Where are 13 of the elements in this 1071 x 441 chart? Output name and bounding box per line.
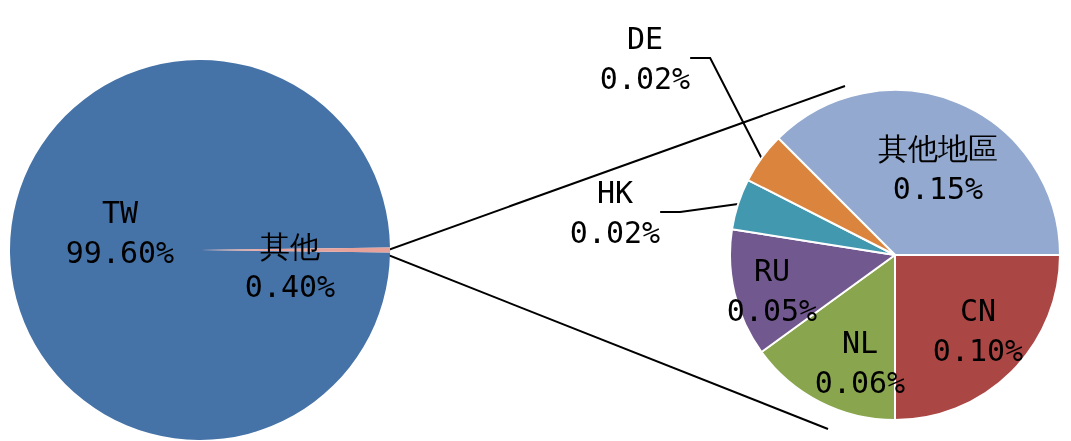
- slice-label: RU: [753, 252, 791, 288]
- data-label: 0.02%: [599, 60, 691, 96]
- data-label: 99.60%: [65, 234, 175, 270]
- slice-label: TW: [101, 194, 139, 230]
- data-label: 0.15%: [892, 170, 984, 206]
- slice-label: 其他地區: [878, 130, 998, 166]
- data-label: 0.10%: [932, 332, 1024, 368]
- slice-label: CN: [959, 292, 997, 328]
- slice-label: HK: [596, 174, 634, 210]
- data-label: 0.40%: [244, 268, 336, 304]
- slice-label: NL: [841, 324, 879, 360]
- data-label: 0.02%: [569, 214, 661, 250]
- slice-label: DE: [626, 20, 664, 56]
